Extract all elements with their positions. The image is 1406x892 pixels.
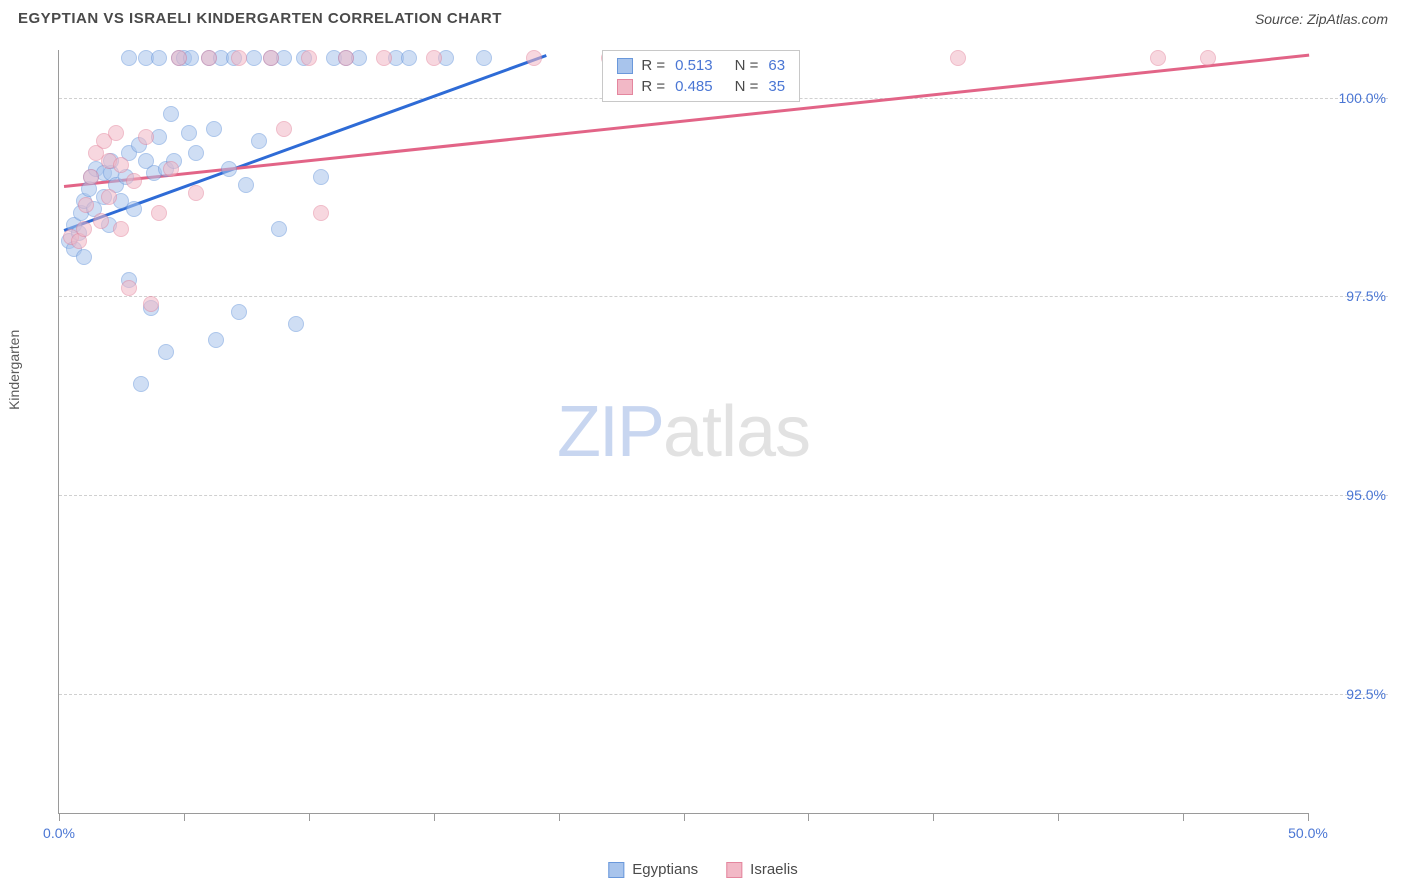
data-point [93,213,109,229]
n-value: 63 [768,57,785,74]
legend-swatch [617,58,633,74]
x-tick [59,813,60,821]
data-point [158,344,174,360]
x-tick [1183,813,1184,821]
x-tick [684,813,685,821]
y-tick-label: 97.5% [1316,288,1386,304]
data-point [121,50,137,66]
legend-swatch [608,862,624,878]
y-axis-label: Kindergarten [6,330,22,410]
data-point [206,121,222,137]
y-tick-label: 92.5% [1316,686,1386,702]
data-point [133,376,149,392]
data-point [76,249,92,265]
chart-container: Kindergarten ZIPatlas 92.5%95.0%97.5%100… [18,40,1388,844]
data-point [151,50,167,66]
data-point [476,50,492,66]
data-point [276,121,292,137]
data-point [950,50,966,66]
data-point [288,316,304,332]
data-point [201,50,217,66]
gridline [59,495,1388,496]
data-point [181,125,197,141]
data-point [313,205,329,221]
watermark-zip: ZIP [557,392,663,472]
legend-label: Egyptians [632,861,698,878]
data-point [301,50,317,66]
data-point [121,280,137,296]
data-point [188,145,204,161]
data-point [188,185,204,201]
data-point [1200,50,1216,66]
data-point [113,157,129,173]
data-point [263,50,279,66]
r-value: 0.485 [675,78,713,95]
data-point [231,50,247,66]
plot-area: ZIPatlas 92.5%95.0%97.5%100.0%0.0%50.0%R… [58,50,1308,814]
data-point [238,177,254,193]
data-point [1150,50,1166,66]
x-tick [434,813,435,821]
x-tick [309,813,310,821]
x-tick-label: 0.0% [43,825,75,841]
data-point [251,133,267,149]
data-point [271,221,287,237]
watermark: ZIPatlas [557,391,810,473]
data-point [221,161,237,177]
y-tick-label: 95.0% [1316,487,1386,503]
data-point [126,201,142,217]
legend-item: Egyptians [608,861,698,878]
x-tick-label: 50.0% [1288,825,1328,841]
data-point [101,189,117,205]
data-point [313,169,329,185]
data-point [338,50,354,66]
stats-legend-row: R = 0.513 N = 63 [603,55,799,76]
data-point [376,50,392,66]
watermark-atlas: atlas [663,392,810,472]
n-value: 35 [768,78,785,95]
legend-item: Israelis [726,861,798,878]
data-point [151,205,167,221]
data-point [208,332,224,348]
r-value: 0.513 [675,57,713,74]
data-point [163,161,179,177]
legend-swatch [726,862,742,878]
x-tick [559,813,560,821]
x-tick [933,813,934,821]
x-tick [184,813,185,821]
x-tick [1058,813,1059,821]
data-point [83,169,99,185]
data-point [113,221,129,237]
stats-legend: R = 0.513 N = 63 R = 0.485 N = 35 [602,50,800,102]
data-point [126,173,142,189]
gridline [59,694,1388,695]
x-tick [808,813,809,821]
data-point [426,50,442,66]
n-label: N = [735,78,759,95]
data-point [108,125,124,141]
stats-legend-row: R = 0.485 N = 35 [603,76,799,97]
legend-swatch [617,79,633,95]
data-point [526,50,542,66]
data-point [143,296,159,312]
r-label: R = [641,57,665,74]
data-point [401,50,417,66]
n-label: N = [735,57,759,74]
data-point [78,197,94,213]
legend-label: Israelis [750,861,798,878]
y-tick-label: 100.0% [1316,90,1386,106]
data-point [231,304,247,320]
gridline [59,296,1388,297]
chart-title: EGYPTIAN VS ISRAELI KINDERGARTEN CORRELA… [18,10,502,27]
source-label: Source: ZipAtlas.com [1255,11,1388,27]
x-tick [1308,813,1309,821]
data-point [138,129,154,145]
data-point [163,106,179,122]
data-point [246,50,262,66]
data-point [171,50,187,66]
r-label: R = [641,78,665,95]
series-legend: Egyptians Israelis [608,861,797,878]
data-point [76,221,92,237]
